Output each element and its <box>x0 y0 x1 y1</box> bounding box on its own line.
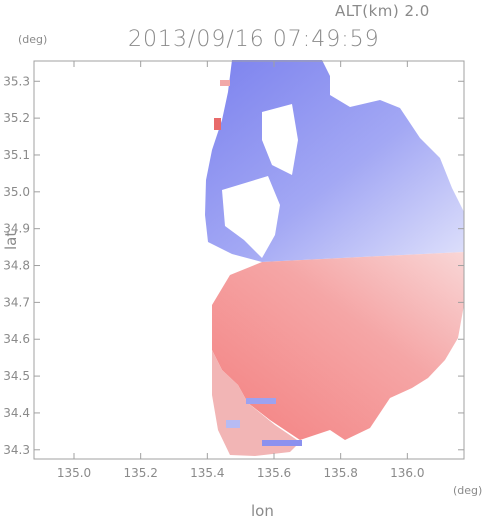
x-tick-label: 135.2 <box>123 466 157 480</box>
y-unit-label: (deg) <box>18 33 48 46</box>
y-tick-label: 35.0 <box>3 185 30 199</box>
y-tick-label: 34.7 <box>3 295 30 309</box>
plot-frame <box>33 60 465 460</box>
noise-speckle <box>214 118 221 130</box>
noise-speckle <box>246 398 276 404</box>
y-tick-label: 35.1 <box>3 148 30 162</box>
noise-speckle <box>220 80 230 86</box>
y-tick-label: 34.4 <box>3 406 30 420</box>
x-tick-label: 135.8 <box>323 466 357 480</box>
y-tick-label: 35.3 <box>3 74 30 88</box>
timestamp-title: 2013/09/16 07:49:59 <box>128 27 380 52</box>
y-tick-label: 34.6 <box>3 332 30 346</box>
y-tick-label: 34.8 <box>3 259 30 273</box>
x-tick-label: 135.0 <box>57 466 91 480</box>
x-tick-label: 135.6 <box>257 466 291 480</box>
y-tick-label: 35.2 <box>3 111 30 125</box>
y-tick-label: 34.9 <box>3 222 30 236</box>
y-tick-label: 34.5 <box>3 369 30 383</box>
x-tick-label: 136.0 <box>390 466 424 480</box>
noise-speckle <box>262 440 302 446</box>
x-axis-label: lon <box>251 502 274 520</box>
echo-gap <box>262 104 298 175</box>
y-tick-label: 34.3 <box>3 443 30 457</box>
echo-gap <box>222 176 280 258</box>
echo-region-fringe <box>212 350 300 456</box>
x-tick-label: 135.4 <box>190 466 224 480</box>
noise-speckle <box>226 420 240 428</box>
echo-region-receding <box>212 252 464 440</box>
altitude-label: ALT(km) 2.0 <box>335 2 430 20</box>
x-unit-label: (deg) <box>453 484 483 497</box>
